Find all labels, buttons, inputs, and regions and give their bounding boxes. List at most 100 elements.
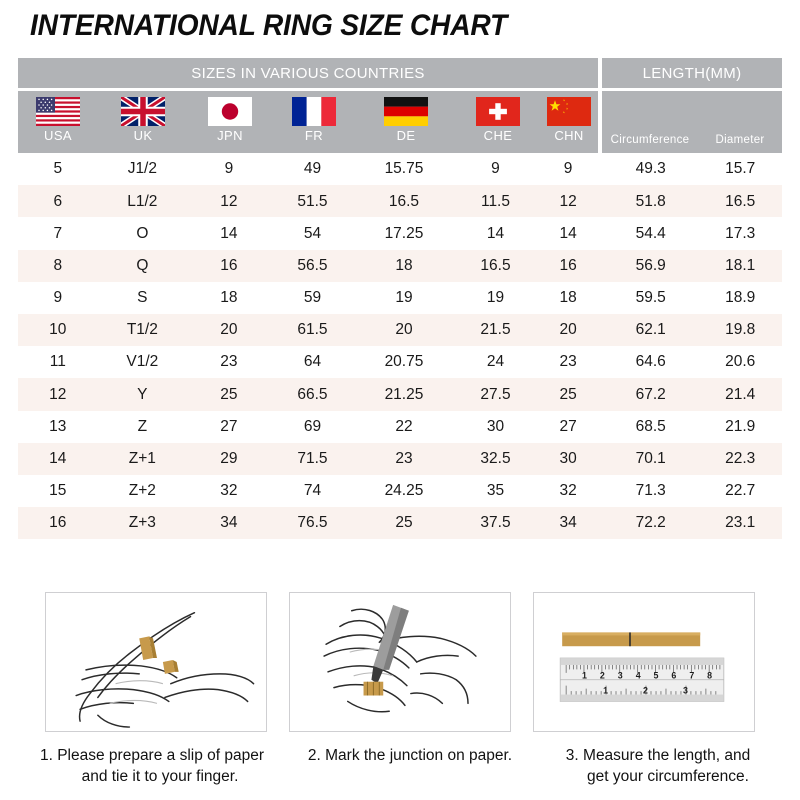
ruler-cm-label: 5	[654, 671, 659, 681]
cell-uk: V1/2	[126, 353, 159, 371]
caption-step-3-line-1: 3. Measure the length, and	[565, 747, 751, 764]
cell-circumference: 64.6	[635, 353, 666, 371]
column-header-chn: CHN	[540, 91, 598, 153]
cell-fr: 69	[303, 417, 322, 435]
cell-diameter: 18.1	[725, 256, 756, 274]
cell-de: 20.75	[384, 353, 424, 371]
cell-usa: 13	[49, 417, 67, 435]
caption-step-3-line-2: get your circumference.	[587, 768, 749, 786]
cell-circumference: 54.4	[635, 224, 666, 242]
table-row: 6 L1/2 12 51.5 16.5 11.5 12 51.8 16.5	[18, 185, 782, 218]
flag-japan-icon	[208, 97, 252, 126]
cell-de: 17.25	[384, 224, 424, 242]
caption-step-2-line-1: 2. Mark the junction on paper.	[307, 747, 513, 764]
cell-de: 24.25	[384, 482, 424, 500]
cell-uk: J1/2	[127, 160, 157, 178]
cell-usa: 11	[49, 353, 66, 371]
instruction-illustrations: 1 2 3 4 5 6 7 8 1 2 3	[45, 592, 755, 732]
cell-uk: Z	[137, 417, 148, 435]
cell-circumference: 68.5	[635, 417, 666, 435]
cell-de: 16.5	[388, 192, 420, 210]
ruler-cm-label: 7	[689, 671, 694, 681]
table-row: 15 Z+2 32 74 24.25 35 32 71.3 22.7	[18, 474, 782, 508]
cell-jpn: 32	[220, 482, 238, 500]
cell-diameter: 20.6	[725, 353, 756, 371]
cell-chn: 25	[559, 385, 577, 403]
cell-che: 30	[486, 417, 505, 435]
header-sizes-in-various-countries: SIZES IN VARIOUS COUNTRIES	[18, 58, 598, 88]
cell-uk: S	[137, 289, 148, 307]
cell-circumference: 71.3	[635, 482, 666, 500]
cell-diameter: 22.7	[725, 482, 756, 500]
cell-diameter: 21.9	[725, 417, 756, 435]
cell-fr: 49	[303, 160, 322, 178]
cell-jpn: 29	[220, 450, 238, 468]
cell-jpn: 20	[220, 321, 238, 339]
cell-jpn: 16	[220, 256, 238, 274]
cell-uk: T1/2	[126, 321, 158, 339]
country-code-chn: CHN	[554, 128, 584, 143]
cell-diameter: 18.9	[725, 289, 756, 307]
flag-uk-icon	[121, 97, 165, 126]
cell-fr: 54	[303, 224, 322, 242]
cell-jpn: 27	[220, 417, 238, 435]
cell-che: 35	[486, 482, 505, 500]
cell-chn: 12	[559, 192, 577, 210]
cell-de: 20	[395, 321, 413, 339]
cell-fr: 76.5	[297, 514, 328, 532]
ruler-inch-label: 1	[603, 686, 608, 696]
table-header-column-row: USA UK	[18, 88, 782, 153]
cell-che: 24	[486, 353, 505, 371]
ruler-cm-label: 8	[707, 671, 712, 681]
panel-step-1	[45, 592, 267, 732]
cell-circumference: 62.1	[635, 321, 666, 339]
cell-chn: 34	[559, 514, 577, 532]
cell-circumference: 59.5	[635, 289, 666, 307]
cell-chn: 30	[559, 450, 577, 468]
cell-circumference: 67.2	[635, 385, 666, 403]
table-row: 10 T1/2 20 61.5 20 21.5 20 62.1 19.8	[18, 313, 782, 347]
cell-usa: 14	[49, 450, 67, 468]
table-row: 14 Z+1 29 71.5 23 32.5 30 70.1 22.3	[18, 442, 782, 475]
cell-diameter: 19.8	[725, 321, 756, 339]
table-header-group-row: SIZES IN VARIOUS COUNTRIES LENGTH(MM)	[18, 58, 782, 88]
cell-jpn: 9	[224, 160, 234, 178]
cell-de: 19	[395, 289, 413, 307]
cell-jpn: 12	[220, 192, 238, 210]
column-header-diameter: Diameter	[715, 134, 765, 146]
table-row: 12 Y 25 66.5 21.25 27.5 25 67.2 21.4	[18, 378, 782, 411]
column-header-che: CHE	[456, 91, 540, 153]
cell-che: 32.5	[480, 450, 511, 468]
table-row: 16 Z+3 34 76.5 25 37.5 34 72.2 23.1	[18, 507, 782, 540]
column-header-fr: FR	[272, 91, 356, 153]
cell-de: 22	[395, 417, 413, 435]
paper-strip-and-ruler-illustration: 1 2 3 4 5 6 7 8 1 2 3	[559, 632, 725, 702]
cell-fr: 74	[303, 482, 322, 500]
cell-usa: 8	[53, 256, 63, 274]
country-code-uk: UK	[133, 128, 153, 143]
cell-chn: 14	[559, 224, 577, 242]
table-row: 5 J1/2 9 49 15.75 9 9 49.3 15.7	[18, 153, 782, 186]
ring-size-table: SIZES IN VARIOUS COUNTRIES LENGTH(MM)	[18, 58, 782, 540]
column-header-de: DE	[356, 91, 456, 153]
cell-diameter: 21.4	[725, 385, 756, 403]
cell-che: 16.5	[480, 256, 511, 274]
flag-germany-icon	[384, 97, 428, 126]
cell-de: 18	[395, 256, 413, 274]
cell-chn: 16	[559, 256, 577, 274]
cell-jpn: 25	[220, 385, 238, 403]
cell-che: 11.5	[480, 192, 510, 210]
cell-circumference: 49.3	[635, 160, 666, 178]
country-code-che: CHE	[483, 128, 513, 143]
cell-circumference: 72.2	[635, 514, 666, 532]
hand-with-paper-strip-illustration	[75, 611, 255, 728]
cell-fr: 71.5	[297, 450, 328, 468]
panel-step-2	[289, 592, 511, 732]
caption-step-1: 1. Please prepare a slip of paper and ti…	[18, 745, 286, 788]
cell-chn: 9	[563, 160, 573, 178]
ruler-inch-label: 2	[643, 686, 648, 696]
column-header-usa: USA	[18, 91, 98, 153]
cell-uk: L1/2	[127, 192, 158, 210]
country-code-de: DE	[396, 128, 416, 143]
